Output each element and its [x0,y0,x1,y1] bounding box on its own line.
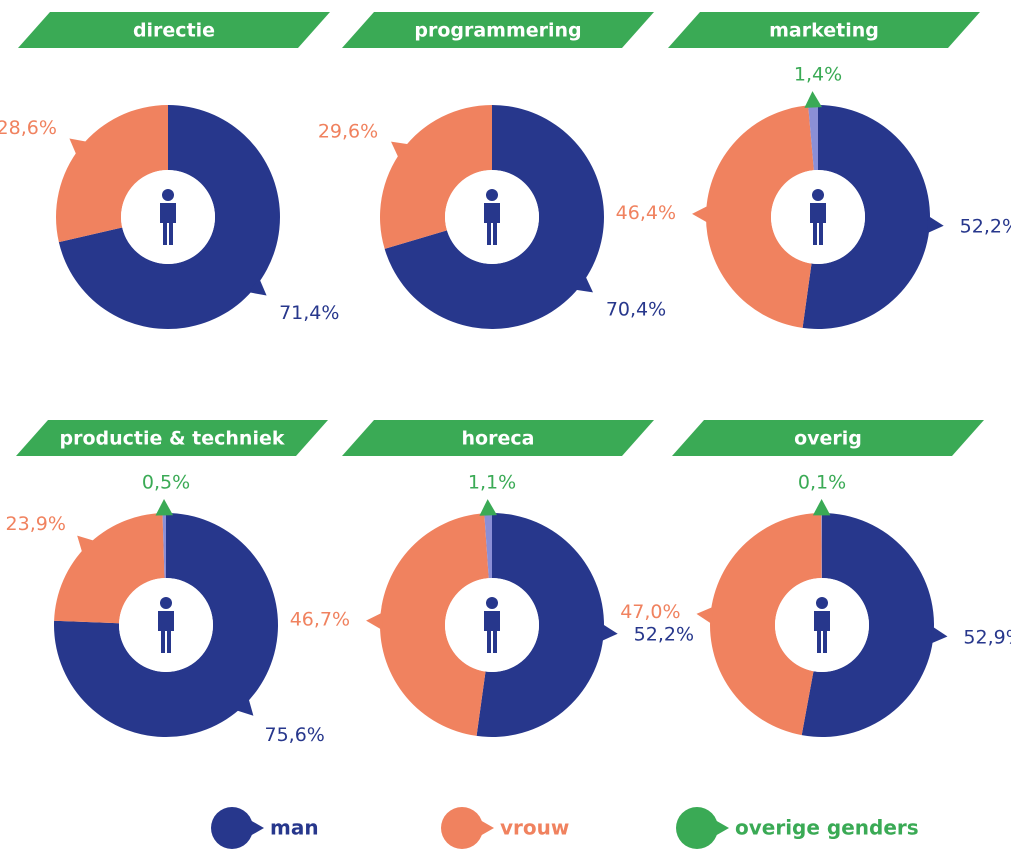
value-label: 46,7% [290,609,350,631]
pie-slice [384,105,604,330]
value-label: 0,1% [798,472,846,494]
label-pointer [155,499,174,516]
pie-slice [821,513,822,579]
icon-body [160,203,176,245]
icon-body [810,203,826,245]
value-label: 29,6% [318,121,378,143]
pie-slice [58,105,280,329]
label-pointer [692,205,709,224]
value-label: 46,4% [616,202,676,224]
value-label: 47,0% [620,601,680,623]
value-label: 75,6% [264,724,324,746]
pie-slice [705,105,814,328]
label-pointer [479,499,497,516]
label-pointer [812,499,831,516]
chart-title: productie & techniek [59,428,284,450]
value-label: 52,2% [960,215,1011,237]
pie-slice [54,513,279,738]
legend-pointer [480,820,494,836]
value-label: 28,6% [0,117,57,139]
chart-title: programmering [414,20,581,42]
value-label: 0,5% [142,472,190,494]
pie-slice [476,513,605,737]
icon-body [814,611,830,653]
title-banner [16,420,328,456]
label-pointer [574,275,593,293]
title-banner [668,12,980,48]
label-pointer [926,215,944,234]
pie-slice [709,513,822,736]
legend-swatch [676,807,718,849]
chart-title: overig [794,428,862,450]
icon-body [484,611,500,653]
icon-head [486,597,498,609]
value-label: 70,4% [606,298,666,320]
value-label: 71,4% [279,302,339,324]
legend-pointer [715,820,729,836]
label-pointer [366,612,383,630]
pie-slice [162,513,166,579]
pie-slice [802,105,930,329]
icon-head [486,189,498,201]
pie-slice [379,513,489,736]
chart-title: horeca [462,428,535,450]
icon-body [484,203,500,245]
label-pointer [804,91,822,108]
legend-label: man [270,816,319,840]
legend-label: vrouw [500,816,569,840]
icon-head [162,189,174,201]
legend-swatch [211,807,253,849]
value-label: 52,9% [963,626,1011,648]
pie-slice [55,105,168,243]
label-pointer [248,278,267,296]
legend-label: overige genders [735,816,919,840]
icon-head [160,597,172,609]
icon-body [158,611,174,653]
label-pointer [391,141,410,159]
pie-slice [54,513,165,624]
label-pointer [235,697,254,716]
label-pointer [696,606,714,625]
label-pointer [930,626,948,644]
label-pointer [600,623,618,642]
legend-pointer [250,820,264,836]
title-banner [342,420,654,456]
label-pointer [69,138,88,156]
pie-slice [801,513,935,737]
value-label: 23,9% [6,513,66,535]
value-label: 52,2% [634,623,694,645]
title-banner [18,12,330,48]
chart-title: directie [133,20,215,42]
title-banner [342,12,654,48]
label-pointer [77,535,95,554]
title-banner [672,420,984,456]
value-label: 1,1% [468,472,516,494]
icon-head [816,597,828,609]
legend-swatch [441,807,483,849]
value-label: 1,4% [794,64,842,86]
icon-head [812,189,824,201]
pie-slice [484,513,492,579]
chart-title: marketing [769,20,879,42]
pie-slice [380,105,492,249]
pie-slice [808,105,818,171]
